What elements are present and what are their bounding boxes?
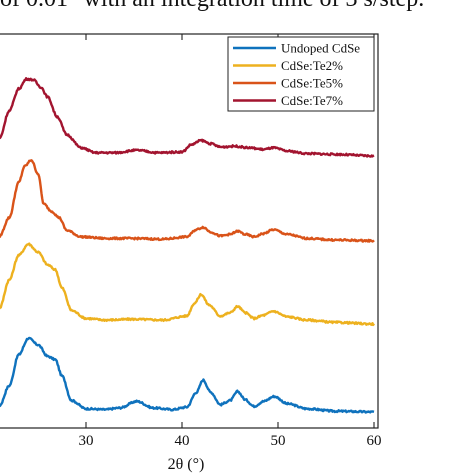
axes — [0, 33, 379, 429]
legend: Undoped CdSe CdSe:Te2% CdSe:Te5% CdSe:Te7% — [227, 36, 375, 112]
legend-label-4: CdSe:Te7% — [281, 93, 343, 108]
legend-box — [227, 36, 375, 112]
series-line-1 — [0, 336, 375, 414]
series-line-2 — [0, 242, 376, 327]
legend-label-1: Undoped CdSe — [281, 41, 360, 56]
x-tick-label: 60 — [367, 433, 382, 449]
legend-label-2: CdSe:Te2% — [281, 58, 343, 73]
x-tick-label: 50 — [271, 433, 286, 449]
plot-frame — [0, 33, 379, 429]
x-axis-label: 2θ (°) — [168, 456, 205, 473]
x-tick-label: 30 — [79, 433, 94, 449]
legend-label-3: CdSe:Te5% — [281, 76, 343, 91]
x-tick-label: 40 — [175, 433, 190, 449]
series-lines — [0, 77, 376, 414]
figure-caption-text: of 0.01° with an integration time of 3 s… — [0, 0, 474, 13]
series-line-4 — [0, 77, 375, 158]
series-line-3 — [0, 159, 375, 243]
